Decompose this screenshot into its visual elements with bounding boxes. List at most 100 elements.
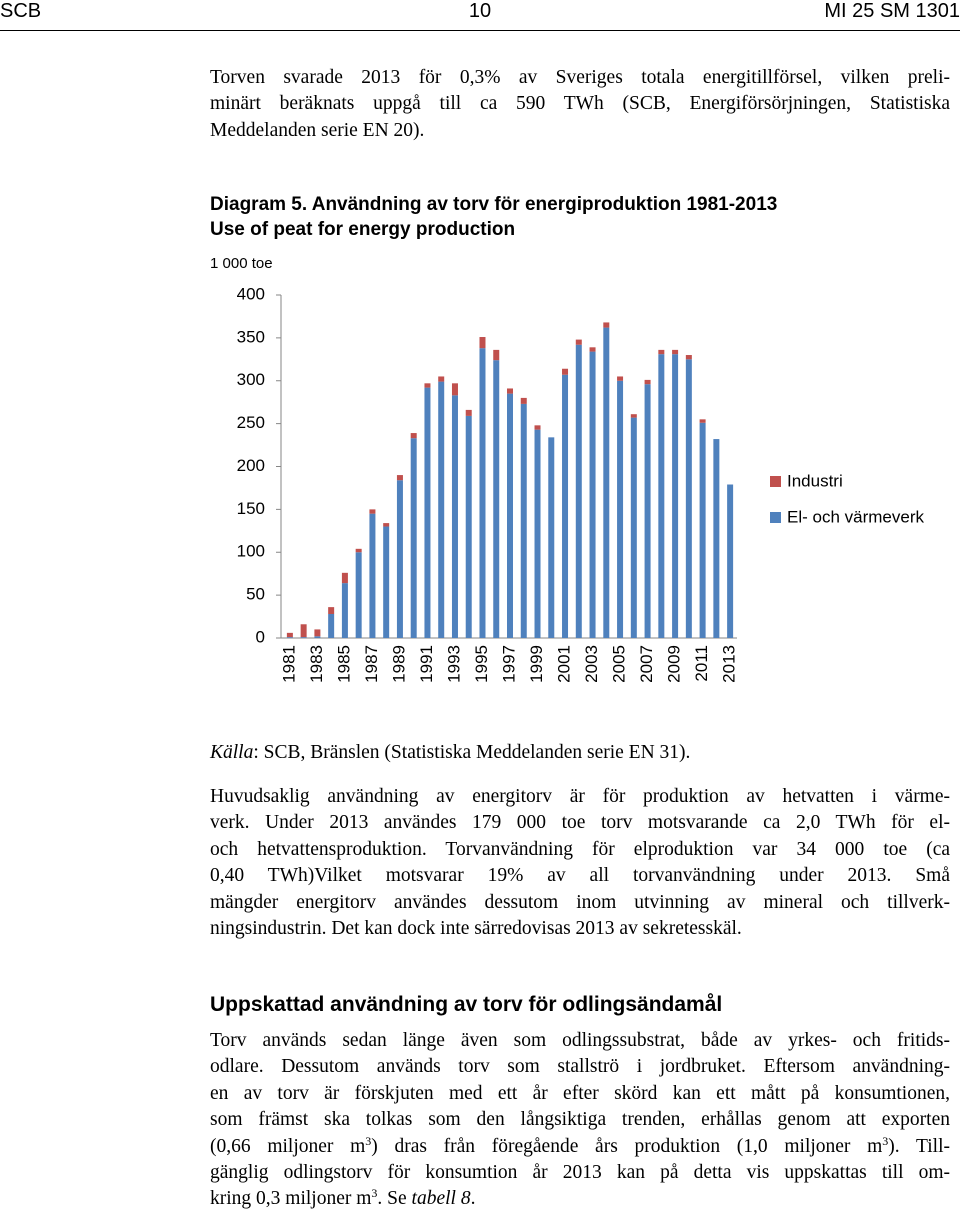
x-tick-label: 1991 [417, 645, 436, 683]
header-left: SCB [0, 0, 42, 22]
paragraph: Huvudsaklig användning av energitorv är … [210, 784, 950, 942]
text-line: och hetvattensproduktion. Torvanvändning… [210, 838, 950, 860]
paragraph: Torv används sedan länge även som odling… [210, 1028, 950, 1213]
bar-segment [300, 637, 307, 638]
text-run: (0,66 miljoner m [210, 1135, 366, 1157]
bar-segment [672, 349, 679, 355]
bar-segment [465, 409, 472, 416]
y-axis-label: 1 000 toe [210, 255, 273, 272]
text-run: : SCB, Bränslen (Statistiska Meddelanden… [253, 742, 691, 763]
bar-segment [479, 348, 486, 638]
bar-segment [548, 437, 555, 638]
y-tick-label: 50 [246, 585, 265, 604]
text-run: . [470, 1188, 476, 1210]
bar-segment [617, 376, 624, 381]
text-line: Huvudsaklig användning av energitorv är … [210, 786, 950, 807]
bar-segment [479, 337, 486, 349]
bar-segment [699, 419, 706, 423]
bar-segment [396, 480, 403, 638]
bar-segment [520, 397, 527, 404]
bar-segment [644, 379, 651, 385]
bar-segment [451, 395, 458, 638]
bar-segment [383, 523, 390, 527]
y-tick-label: 200 [237, 456, 265, 475]
text-run: Källa [210, 742, 254, 763]
x-tick-label: 1983 [307, 645, 326, 683]
bar-segment [685, 355, 692, 360]
text-line: kring 0,3 miljoner m3. Se tabell 8. [210, 1186, 950, 1212]
text-run: . Se [377, 1188, 412, 1210]
text-line: verk. Under 2013 användes 179 000 toe to… [210, 812, 950, 834]
text-run: kring 0,3 miljoner m [210, 1188, 372, 1210]
bar-segment [672, 354, 679, 638]
x-tick-label: 1981 [279, 645, 298, 683]
bar-segment [438, 376, 445, 382]
bar-segment [589, 347, 596, 352]
text-line: odlare. Dessutom används torv som stalls… [210, 1056, 950, 1078]
chart-title: Diagram 5. Användning av torv för energi… [210, 194, 777, 215]
text-line: som främst ska tolkas som den långsiktig… [210, 1109, 950, 1131]
x-tick-label: 2001 [555, 645, 574, 683]
x-tick-label: 1997 [499, 645, 518, 683]
bar-segment [300, 624, 307, 638]
bar-segment [314, 629, 321, 637]
section-heading: Uppskattad användning av torv för odling… [210, 993, 723, 1016]
x-tick-label: 1995 [472, 645, 491, 683]
chart-subtitle: Use of peat for energy production [210, 219, 515, 240]
page-number: 10 [468, 0, 492, 22]
y-tick-label: 300 [237, 370, 265, 389]
bar-segment [328, 607, 335, 614]
text-line: gänglig odlingstorv för konsumtion år 20… [210, 1161, 950, 1183]
legend-label: El- och värmeverk [787, 507, 924, 526]
text-line: (0,66 miljoner m 3) dras från föregående … [210, 1134, 950, 1160]
bar-segment [699, 422, 706, 638]
bar-segment [424, 383, 431, 388]
bar-segment [727, 484, 734, 638]
x-tick-label: 2009 [665, 645, 684, 683]
bar-segment [493, 360, 500, 638]
x-tick-label: 2005 [610, 645, 629, 683]
bar-segment [314, 636, 321, 638]
text-run: 3 [882, 1133, 889, 1148]
bar-segment [658, 354, 665, 638]
bar-segment [520, 403, 527, 638]
x-tick-label: 1987 [362, 645, 381, 683]
x-tick-label: 1989 [389, 645, 408, 683]
text-line: minärt beräknats uppgå till ca 590 TWh (… [210, 93, 950, 115]
y-tick-label: 100 [237, 542, 265, 561]
bar-segment [630, 414, 637, 418]
text-run: ) dras från föregående års produktion (1… [371, 1135, 883, 1157]
caption: Källa: SCB, Bränslen (Statistiska Meddel… [210, 740, 950, 766]
header-right: MI 25 SM 1301 [824, 0, 960, 22]
bar-segment [575, 344, 582, 638]
chart: Diagram 5. Användning av torv för energi… [210, 194, 924, 683]
y-tick-label: 400 [237, 284, 265, 303]
bar-segment [534, 429, 541, 638]
bar-segment [369, 509, 376, 514]
bar-segment [589, 351, 596, 638]
text-line: Källa: SCB, Bränslen (Statistiska Meddel… [210, 740, 950, 766]
bar-segment [424, 387, 431, 638]
bar-segment [410, 433, 417, 439]
bar-segment [603, 322, 610, 328]
bar-segment [644, 384, 651, 638]
bar-segment [493, 349, 500, 361]
text-line: Torv används sedan länge även som odling… [210, 1030, 950, 1051]
text-line: 0,40 TWh)Vilket motsvarar 19% av all tor… [210, 865, 950, 887]
bar-segment [603, 327, 610, 638]
bar-segment [617, 380, 624, 638]
bar-segment [328, 613, 335, 638]
y-tick-label: 250 [237, 413, 265, 432]
legend-swatch [770, 512, 781, 523]
bar-segment [451, 383, 458, 396]
bar-segment [685, 359, 692, 638]
bar-segment [341, 572, 348, 584]
x-tick-label: 1999 [527, 645, 546, 683]
text-line: ningsindustrin. Det kan dock inte särred… [210, 917, 742, 939]
bar-segment [286, 637, 293, 638]
text-line: en av torv är förskjuten med ett år efte… [210, 1082, 950, 1104]
bar-segment [562, 374, 569, 638]
text-line: mängder energitorv användes dessutom ino… [210, 891, 950, 913]
paragraph: Torven svarade 2013 för 0,3% av Sveriges… [210, 65, 950, 144]
